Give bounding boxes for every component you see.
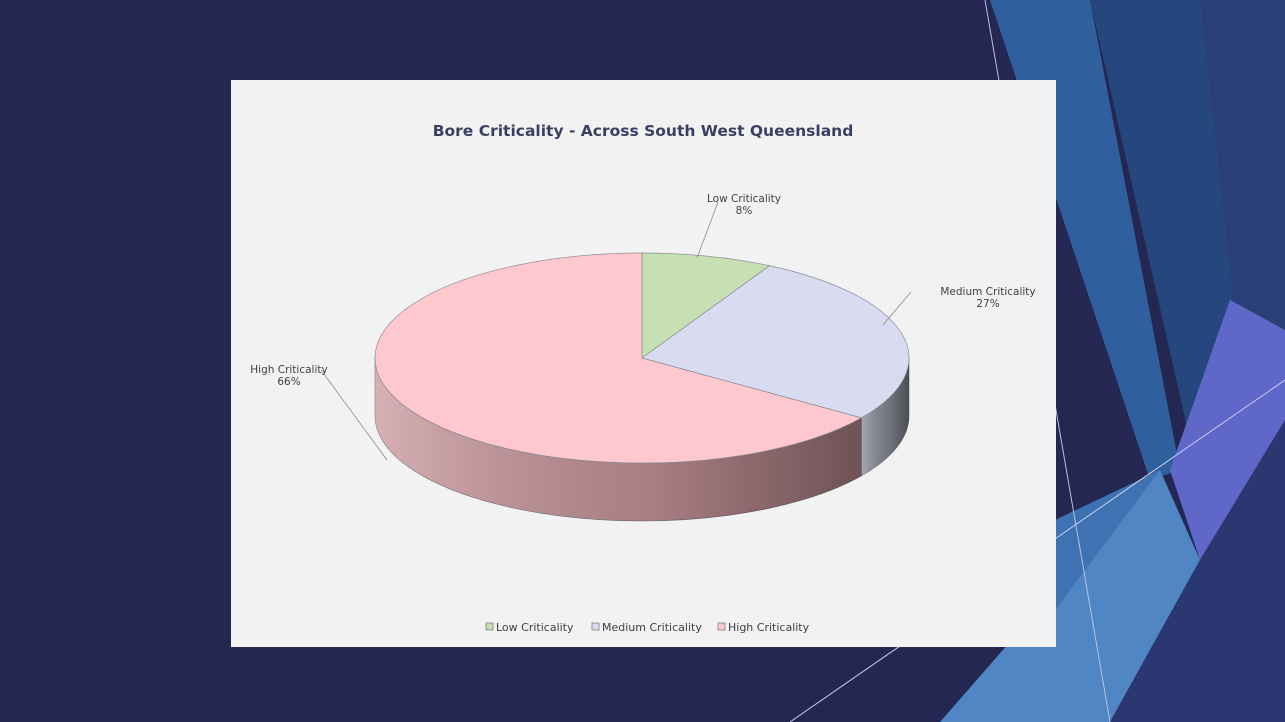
decor-panel-f <box>1110 420 1285 722</box>
decor-panel-g <box>1055 470 1160 610</box>
legend-item-1: Low Criticality <box>485 621 574 634</box>
slice-low-criticality <box>641 252 771 359</box>
decor-panel-b <box>1090 0 1250 440</box>
slice-medium-criticality <box>641 265 910 419</box>
legend-label-1: Low Criticality <box>496 621 574 634</box>
slice-high-criticality <box>374 252 863 464</box>
leader-line-2 <box>882 291 912 326</box>
leader-line-1 <box>696 201 719 259</box>
decor-panel-d <box>1170 300 1285 560</box>
legend: Low Criticality Medium Criticality High Cr… <box>485 621 810 634</box>
chart-area: Bore Criticality - Across South West Que… <box>231 80 1056 647</box>
legend-item-3: High Criticality <box>717 621 810 634</box>
decor-panel-e <box>940 470 1200 722</box>
data-label-value-2: 27% <box>976 298 999 310</box>
leader-line-3 <box>320 369 388 461</box>
pie-sides <box>374 357 910 522</box>
slice-side-shade-3 <box>375 358 862 522</box>
legend-swatch-1 <box>485 622 494 631</box>
legend-label-3: High Criticality <box>728 621 810 634</box>
data-label-name-2: Medium Criticality <box>940 286 1035 298</box>
legend-item-2: Medium Criticality <box>591 621 702 634</box>
legend-label-2: Medium Criticality <box>602 621 702 634</box>
data-label-value-1: 8% <box>736 205 753 217</box>
data-label-value-3: 66% <box>277 376 300 388</box>
legend-swatch-3 <box>717 622 726 631</box>
slice-side-shade-2 <box>861 358 909 476</box>
data-label-name-3: High Criticality <box>250 364 327 376</box>
chart-title: Bore Criticality - Across South West Que… <box>433 122 854 140</box>
legend-swatch-2 <box>591 622 600 631</box>
pie-chart: Bore Criticality - Across South West Que… <box>250 122 1036 634</box>
pie-slices <box>374 252 910 464</box>
data-label-name-1: Low Criticality <box>707 193 781 205</box>
decor-panel-c <box>1200 0 1285 380</box>
